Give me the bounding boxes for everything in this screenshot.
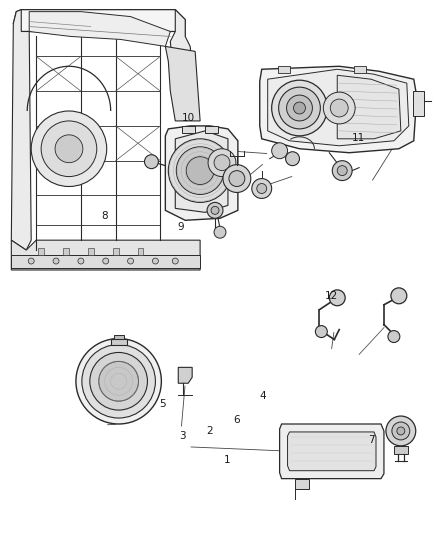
Circle shape [388, 330, 400, 343]
Circle shape [55, 135, 83, 163]
Polygon shape [337, 75, 401, 139]
Circle shape [252, 179, 272, 198]
Circle shape [28, 258, 34, 264]
Circle shape [207, 203, 223, 219]
Polygon shape [38, 248, 44, 255]
Polygon shape [11, 240, 200, 270]
Polygon shape [279, 424, 384, 479]
Circle shape [279, 87, 320, 129]
Circle shape [272, 80, 327, 136]
Circle shape [332, 160, 352, 181]
Polygon shape [413, 91, 424, 116]
Circle shape [76, 338, 161, 424]
Circle shape [172, 258, 178, 264]
Circle shape [315, 326, 327, 337]
Polygon shape [138, 248, 144, 255]
Polygon shape [268, 69, 409, 146]
Circle shape [90, 352, 148, 410]
Polygon shape [354, 66, 366, 73]
Circle shape [386, 416, 416, 446]
Circle shape [103, 258, 109, 264]
Circle shape [176, 147, 224, 195]
Polygon shape [170, 10, 195, 101]
Polygon shape [278, 66, 290, 73]
Polygon shape [114, 335, 124, 338]
Circle shape [293, 102, 305, 114]
Text: 7: 7 [368, 435, 374, 445]
Text: 2: 2 [206, 426, 213, 435]
Text: 12: 12 [325, 290, 338, 301]
Circle shape [329, 290, 345, 306]
Polygon shape [165, 126, 238, 220]
Circle shape [391, 288, 407, 304]
Polygon shape [29, 12, 170, 46]
Circle shape [82, 344, 155, 418]
Polygon shape [260, 66, 417, 153]
Circle shape [397, 427, 405, 435]
Polygon shape [294, 479, 309, 489]
Circle shape [214, 155, 230, 171]
Circle shape [330, 99, 348, 117]
Circle shape [229, 171, 245, 187]
Polygon shape [165, 46, 200, 121]
Text: 6: 6 [233, 415, 240, 425]
Circle shape [145, 155, 159, 168]
Circle shape [211, 206, 219, 214]
Text: 10: 10 [182, 113, 195, 123]
Polygon shape [111, 338, 127, 344]
Circle shape [41, 121, 97, 176]
Circle shape [152, 258, 159, 264]
Text: 11: 11 [352, 133, 365, 143]
Circle shape [127, 258, 134, 264]
Text: 4: 4 [259, 391, 266, 401]
Circle shape [214, 226, 226, 238]
Circle shape [286, 95, 312, 121]
Circle shape [223, 165, 251, 192]
Text: 8: 8 [102, 211, 108, 221]
Circle shape [337, 166, 347, 175]
Polygon shape [394, 446, 408, 454]
Circle shape [257, 183, 267, 193]
Polygon shape [175, 131, 228, 212]
Polygon shape [178, 367, 192, 383]
Circle shape [286, 152, 300, 166]
Polygon shape [63, 248, 69, 255]
Polygon shape [288, 432, 376, 471]
Text: 9: 9 [178, 222, 184, 232]
Text: 3: 3 [179, 431, 185, 441]
Polygon shape [88, 248, 94, 255]
Circle shape [78, 258, 84, 264]
Circle shape [99, 361, 138, 401]
Polygon shape [11, 10, 31, 250]
Circle shape [272, 143, 288, 159]
Circle shape [31, 111, 107, 187]
Text: 1: 1 [223, 455, 230, 465]
Polygon shape [11, 255, 200, 268]
Polygon shape [205, 126, 218, 133]
Polygon shape [13, 10, 185, 36]
Polygon shape [182, 126, 195, 133]
Circle shape [168, 139, 232, 203]
Circle shape [186, 157, 214, 184]
Circle shape [392, 422, 410, 440]
Circle shape [208, 149, 236, 176]
Circle shape [323, 92, 355, 124]
Polygon shape [113, 248, 119, 255]
Text: 5: 5 [159, 399, 166, 409]
Circle shape [53, 258, 59, 264]
